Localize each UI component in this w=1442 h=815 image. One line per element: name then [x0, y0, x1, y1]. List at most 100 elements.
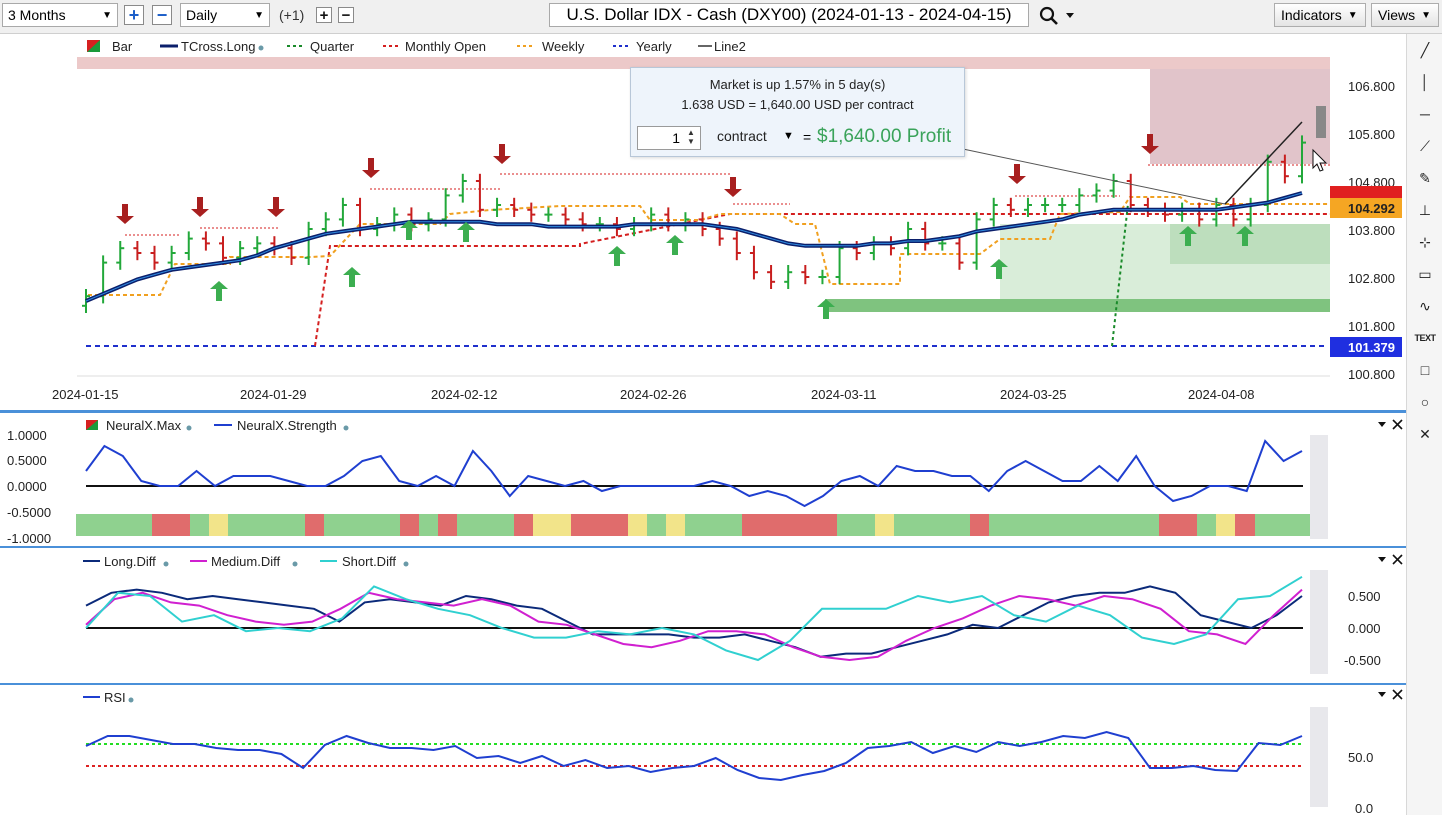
- chevron-down-icon[interactable]: [1378, 557, 1386, 562]
- ray-tool-button[interactable]: ⟋: [1413, 134, 1437, 158]
- legend-swatch-green: [86, 420, 98, 430]
- yearly-price-label: 101.379: [1348, 340, 1395, 355]
- legend-quarter: Quarter: [310, 39, 355, 54]
- neuralx-max-block: [457, 514, 514, 536]
- pen-tool-button[interactable]: ✎: [1413, 166, 1437, 190]
- sell-arrow-icon: [191, 197, 209, 217]
- buy-arrow-icon: [666, 235, 684, 255]
- curve-tool-button[interactable]: ∿: [1413, 294, 1437, 318]
- zoom-out-button[interactable]: −: [152, 5, 172, 25]
- panel-scroll[interactable]: [1310, 435, 1328, 539]
- circle-tool-button[interactable]: ○: [1413, 390, 1437, 414]
- x-tick: 2024-01-15: [52, 387, 119, 402]
- dot-icon: [403, 561, 409, 567]
- line-tool-button[interactable]: ╱: [1413, 38, 1437, 62]
- offset-label: (+1): [279, 7, 305, 23]
- panel-scroll[interactable]: [1310, 570, 1328, 674]
- price-label-bg: [1330, 186, 1402, 198]
- resistance-zone: [77, 57, 1330, 69]
- buy-arrow-icon: [1179, 226, 1197, 246]
- diff-panel[interactable]: Long.Diff Medium.Diff Short.Diff 0.500 0…: [0, 548, 1406, 683]
- scroll-handle[interactable]: [1316, 106, 1326, 138]
- price-panel[interactable]: Bar TCross.Long Quarter Monthly Open Wee…: [0, 34, 1406, 412]
- chevron-down-icon[interactable]: [1378, 692, 1386, 697]
- search-icon: [1039, 6, 1074, 25]
- indicators-button[interactable]: Indicators ▼: [1274, 3, 1366, 27]
- panel-scroll[interactable]: [1310, 707, 1328, 807]
- rectangle-tool-button[interactable]: □: [1413, 358, 1437, 382]
- neuralx-panel[interactable]: NeuralX.Max NeuralX.Strength 1.0000 0.50…: [0, 413, 1406, 548]
- panel-divider[interactable]: [0, 410, 1406, 413]
- buy-arrow-icon: [343, 267, 361, 287]
- zoom-in-button[interactable]: +: [124, 5, 144, 25]
- close-icon[interactable]: [1392, 689, 1403, 700]
- circle-icon: ○: [1420, 394, 1430, 410]
- delete-drawings-button[interactable]: ✕: [1413, 422, 1437, 446]
- medium-diff-line: [85, 588, 1303, 662]
- ray-icon: ⟋: [1420, 137, 1430, 154]
- crosshair-icon: ⊹: [1419, 233, 1431, 250]
- signal-arrows: [116, 134, 1254, 319]
- support-zone-inner: [1170, 224, 1330, 264]
- panel-divider[interactable]: [0, 546, 1406, 548]
- measure-line[interactable]: [1224, 121, 1303, 205]
- y-tick: 102.800: [1348, 271, 1395, 286]
- legend-medium-diff: Medium.Diff: [211, 554, 281, 569]
- vertical-line-button[interactable]: │: [1413, 70, 1437, 94]
- chevron-down-icon[interactable]: [1378, 422, 1386, 427]
- panel-divider[interactable]: [0, 683, 1406, 685]
- neuralx-max-block: [742, 514, 837, 536]
- close-icon[interactable]: [1392, 554, 1403, 565]
- chevron-down-icon[interactable]: ▼: [783, 130, 794, 142]
- neuralx-max-block: [190, 514, 209, 536]
- price-label-bg: [1330, 198, 1402, 218]
- neuralx-max-block: [1255, 514, 1310, 536]
- close-icon[interactable]: [1392, 419, 1403, 430]
- text-icon: TEXT: [1414, 333, 1436, 343]
- y-tick: 0.0: [1355, 801, 1373, 815]
- add-offset-button[interactable]: +: [316, 7, 332, 23]
- neuralx-max-block: [894, 514, 970, 536]
- resistance-zone-upper: [1150, 69, 1330, 164]
- buy-arrow-icon: [817, 299, 835, 319]
- x-tick: 2024-03-11: [811, 387, 877, 402]
- neuralx-max-block: [438, 514, 457, 536]
- symbol-title-field[interactable]: U.S. Dollar IDX - Cash (DXY00) (2024-01-…: [549, 3, 1029, 27]
- fib-tool-button[interactable]: ⊥: [1413, 198, 1437, 222]
- vertical-line-icon: │: [1420, 74, 1430, 90]
- plus-icon: +: [319, 6, 329, 24]
- unit-select[interactable]: contract: [717, 128, 767, 144]
- chevron-down-icon: ▼: [1421, 9, 1431, 21]
- tcross-long-glow: [85, 192, 1303, 302]
- support-band: [825, 299, 1330, 312]
- bar-legend-swatch-green: [87, 40, 100, 52]
- y-tick: 103.800: [1348, 223, 1395, 238]
- curve-icon: ∿: [1419, 297, 1431, 314]
- y-tick: -1.0000: [7, 531, 51, 546]
- period-select[interactable]: 3 Months ▼: [2, 3, 118, 27]
- horizontal-line-button[interactable]: ─: [1413, 102, 1437, 126]
- y-tick: 1.0000: [7, 428, 47, 443]
- sell-arrow-icon: [116, 204, 134, 224]
- views-button[interactable]: Views ▼: [1371, 3, 1439, 27]
- neuralx-max-block: [305, 514, 324, 536]
- comment-tool-button[interactable]: ▭: [1413, 262, 1437, 286]
- line2-trendline[interactable]: [962, 148, 1226, 205]
- rsi-panel[interactable]: RSI 50.0 0.0: [0, 685, 1406, 815]
- neuralx-max-block: [76, 514, 152, 536]
- y-tick: 0.000: [1348, 621, 1381, 636]
- legend-monthly-open: Monthly Open: [405, 39, 486, 54]
- close-icon-stroke: [1392, 554, 1403, 565]
- text-tool-button[interactable]: TEXT: [1413, 326, 1437, 350]
- interval-select[interactable]: Daily ▼: [180, 3, 270, 27]
- y-tick: 100.800: [1348, 367, 1395, 382]
- spinner-arrows-icon[interactable]: ▲ ▼: [687, 128, 695, 146]
- search-button[interactable]: [1038, 5, 1078, 27]
- neuralx-max-block: [152, 514, 190, 536]
- quantity-stepper[interactable]: 1: [637, 126, 701, 150]
- x-tick: 2024-02-12: [431, 387, 498, 402]
- x-tick: 2024-04-08: [1188, 387, 1255, 402]
- crosshair-button[interactable]: ⊹: [1413, 230, 1437, 254]
- legend-line2: Line2: [714, 39, 746, 54]
- remove-offset-button[interactable]: −: [338, 7, 354, 23]
